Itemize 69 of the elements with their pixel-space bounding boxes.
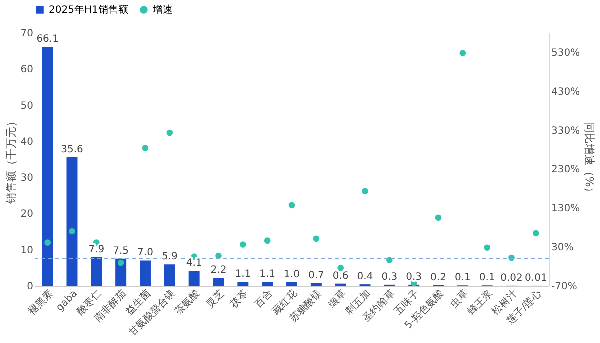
y-tick-label: 10 bbox=[20, 245, 34, 256]
bar bbox=[188, 271, 200, 286]
data-label: 35.6 bbox=[61, 144, 84, 156]
data-label: 0.2 bbox=[430, 272, 446, 284]
point bbox=[142, 145, 149, 152]
data-label: 0.7 bbox=[308, 270, 324, 282]
y-axis-title: 销售额（千万元） bbox=[4, 116, 18, 205]
data-label: 1.0 bbox=[284, 269, 300, 280]
data-label: 0.3 bbox=[382, 272, 398, 283]
y2-tick-label: 530% bbox=[552, 48, 580, 59]
point bbox=[484, 244, 491, 252]
x-tick-label: 茯苓 bbox=[228, 288, 251, 310]
point bbox=[533, 230, 540, 237]
x-tick-label: 灵芝 bbox=[204, 288, 227, 310]
legend-label: 增速 bbox=[152, 4, 173, 16]
point bbox=[69, 228, 76, 235]
y2-tick-label: 230% bbox=[552, 164, 580, 176]
bar bbox=[66, 157, 78, 286]
y2-tick-label: 430% bbox=[552, 86, 580, 98]
data-label: 0.1 bbox=[454, 272, 471, 284]
bar bbox=[42, 47, 54, 286]
bar bbox=[262, 282, 274, 286]
y-tick-label: 70 bbox=[20, 28, 34, 40]
data-label: 7.0 bbox=[138, 248, 154, 259]
data-label: 4.1 bbox=[186, 258, 202, 270]
data-label: 0.6 bbox=[332, 270, 349, 282]
bar bbox=[164, 264, 176, 286]
y2-tick-label: 30% bbox=[552, 242, 574, 254]
y2-tick-label: 130% bbox=[552, 204, 580, 215]
data-label: 0.1 bbox=[479, 272, 496, 284]
point bbox=[44, 240, 51, 246]
data-label: 0.4 bbox=[357, 272, 374, 283]
point bbox=[386, 257, 393, 264]
data-label: 1.1 bbox=[235, 269, 252, 280]
bar bbox=[213, 278, 224, 286]
y-tick-label: 50 bbox=[20, 100, 34, 112]
y-tick-label: 0 bbox=[27, 282, 34, 292]
y-tick-label: 20 bbox=[20, 209, 34, 220]
data-label: 0.02 bbox=[500, 272, 523, 284]
data-label: 1.1 bbox=[260, 269, 276, 280]
point bbox=[362, 188, 368, 195]
y2-axis-title: 同比增速（%） bbox=[583, 122, 596, 198]
data-label: 7.9 bbox=[88, 244, 105, 256]
point bbox=[216, 252, 222, 260]
data-label: 0.01 bbox=[525, 272, 548, 284]
y2-tick-label: -70% bbox=[552, 282, 578, 292]
y-tick-label: 40 bbox=[20, 136, 34, 148]
data-label: 0.3 bbox=[406, 272, 422, 283]
bar bbox=[238, 282, 249, 286]
point bbox=[338, 264, 344, 272]
bar bbox=[310, 283, 322, 286]
point bbox=[288, 202, 296, 209]
bar bbox=[286, 282, 298, 286]
point bbox=[118, 260, 124, 266]
bar bbox=[91, 257, 102, 286]
point bbox=[313, 236, 320, 242]
point bbox=[460, 50, 466, 56]
point bbox=[264, 238, 271, 244]
point bbox=[166, 130, 174, 136]
point bbox=[435, 214, 442, 222]
y2-tick-label: 330% bbox=[552, 126, 580, 137]
point bbox=[240, 242, 246, 248]
y-tick-label: 30 bbox=[20, 173, 34, 184]
data-label: 66.1 bbox=[36, 34, 59, 46]
data-label: 7.5 bbox=[113, 246, 130, 257]
legend-label: 2025年H1销售额 bbox=[49, 4, 128, 16]
y-tick-label: 60 bbox=[20, 64, 34, 76]
data-label: 2.2 bbox=[210, 265, 227, 276]
bar bbox=[140, 260, 151, 286]
